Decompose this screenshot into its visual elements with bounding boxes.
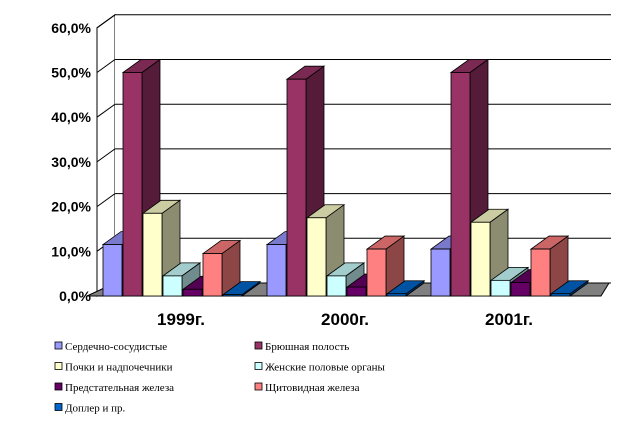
bar: [365, 235, 406, 297]
legend-label: Брюшная полость: [265, 341, 349, 353]
y-tick-label: 0,0%: [59, 288, 91, 304]
legend-entry: Доплер и пр.: [54, 403, 126, 415]
bar-front: [266, 244, 287, 297]
bar: [221, 280, 262, 297]
bar-front: [366, 248, 387, 297]
bar-front: [550, 293, 571, 297]
bar-front: [450, 72, 471, 297]
bar-front: [346, 286, 367, 297]
bar-front: [286, 78, 307, 297]
bar-front: [386, 293, 407, 297]
category-label: 1999г.: [157, 310, 205, 329]
y-tick-label: 20,0%: [51, 199, 91, 215]
legend-label: Почки и надпочечники: [65, 362, 173, 374]
gridline: [96, 148, 611, 163]
bar-front: [490, 279, 511, 297]
bar: [201, 239, 242, 297]
category-label: 2001г.: [485, 310, 533, 329]
y-axis-tick-labels: 0,0% 10,0% 20,0% 30,0% 40,0% 50,0% 60,0%: [51, 20, 91, 304]
bar-front: [202, 253, 223, 297]
bar-front: [182, 288, 203, 297]
bar: [549, 279, 590, 297]
x-axis-category-labels: 1999г. 2000г. 2001г.: [157, 310, 533, 329]
legend-swatch: [254, 382, 263, 391]
gridline: [96, 14, 611, 29]
gridline: [96, 103, 611, 118]
bar-front: [306, 217, 327, 297]
category-label: 2000г.: [321, 310, 369, 329]
legend: Сердечно-сосудистые Брюшная полость Почки …: [54, 341, 386, 415]
legend-swatch: [54, 382, 63, 391]
legend-label: Предстательная железа: [65, 382, 174, 394]
legend-swatch: [254, 341, 263, 350]
y-tick-label: 60,0%: [51, 20, 91, 36]
legend-swatch: [54, 403, 63, 411]
bar-front: [326, 275, 347, 297]
legend-entry: Женские половые органы: [254, 362, 386, 374]
gridline: [96, 193, 611, 208]
y-tick-label: 10,0%: [51, 243, 91, 259]
legend-entry: Сердечно-сосудистые: [54, 341, 167, 353]
legend-label: Женские половые органы: [265, 362, 386, 374]
bars: [101, 58, 590, 297]
legend-label: Доплер и пр.: [65, 403, 126, 415]
bar-front: [510, 282, 531, 297]
gridline: [96, 59, 611, 73]
legend-entry: Щитовидная железа: [254, 382, 360, 394]
bar-front: [122, 72, 143, 297]
bar-front: [470, 221, 491, 297]
bar-front: [142, 212, 163, 297]
legend-entry: Почки и надпочечники: [54, 362, 173, 374]
bar: [385, 279, 426, 297]
y-tick-label: 30,0%: [51, 154, 91, 170]
legend-entry: Брюшная полость: [254, 341, 349, 353]
bar-front: [102, 244, 123, 297]
legend-swatch: [54, 341, 63, 350]
legend-entry: Предстательная железа: [54, 382, 174, 394]
legend-label: Щитовидная железа: [265, 382, 360, 394]
y-tick-label: 50,0%: [51, 65, 91, 81]
bar-front: [162, 275, 183, 297]
legend-swatch: [54, 362, 63, 370]
bar-front: [530, 248, 551, 297]
y-tick-label: 40,0%: [51, 109, 91, 125]
bar: [529, 235, 570, 297]
legend-swatch: [254, 362, 263, 370]
bar-front: [222, 294, 243, 297]
bar-front: [430, 248, 451, 297]
legend-label: Сердечно-сосудистые: [65, 341, 167, 353]
